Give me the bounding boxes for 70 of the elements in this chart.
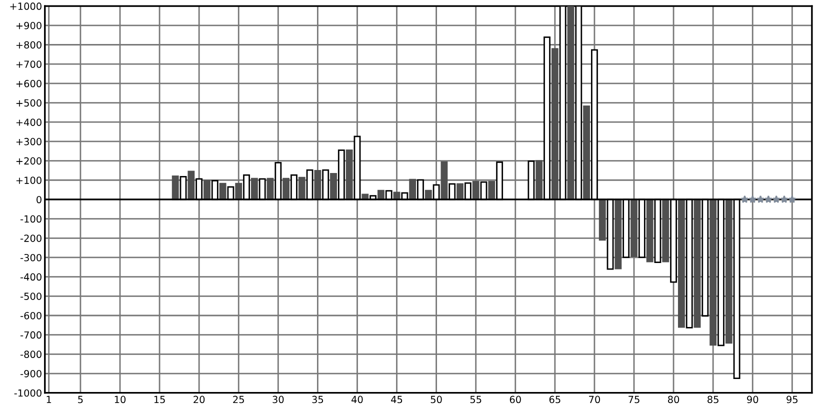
y-tick-label: -600 (20, 312, 42, 320)
bar (678, 198, 685, 328)
x-tick-label: 95 (786, 396, 798, 404)
bar (298, 176, 306, 200)
x-tick-label: 1 (46, 396, 52, 404)
x-tick-label: 5 (78, 396, 83, 404)
x-tick-label: 80 (668, 396, 680, 404)
y-tick-label: -1000 (14, 389, 42, 397)
bar (314, 170, 322, 200)
x-tick-label: 15 (154, 396, 165, 404)
y-tick-label: +1000 (10, 2, 42, 10)
bar (250, 178, 258, 200)
x-tick-label: 55 (470, 396, 482, 404)
y-tick-label: +600 (16, 80, 42, 88)
bar (282, 178, 290, 200)
y-tick-label: +800 (16, 41, 42, 49)
x-tick-label: 70 (589, 396, 600, 404)
x-tick-label: 85 (708, 396, 718, 404)
x-tick-label: 50 (430, 396, 442, 404)
x-tick-label: 30 (272, 396, 284, 404)
y-tick-label: -800 (20, 350, 42, 358)
x-tick-label: 20 (194, 396, 205, 404)
y-tick-label: -900 (20, 370, 42, 378)
x-tick-label: 65 (549, 396, 560, 404)
bar (551, 48, 558, 200)
bar (725, 198, 732, 344)
y-tick-label: +900 (16, 22, 42, 30)
x-tick-label: 10 (114, 396, 126, 404)
x-tick-label: 75 (628, 396, 640, 404)
bar (409, 178, 416, 200)
bar (456, 183, 464, 200)
bar (204, 180, 210, 200)
y-tick-label: +500 (16, 99, 42, 107)
y-tick-label: +200 (16, 157, 42, 165)
bar (440, 161, 448, 200)
bar (598, 198, 606, 241)
x-tick-label: 45 (391, 396, 402, 404)
y-tick-label: 0 (36, 196, 42, 204)
bar (694, 198, 701, 328)
bar (630, 198, 638, 258)
bar (614, 198, 622, 270)
y-tick-label: +700 (16, 60, 42, 68)
bar (662, 198, 670, 262)
bar (472, 180, 480, 200)
bar (536, 160, 543, 200)
y-tick-label: -200 (20, 234, 42, 242)
bar (346, 149, 353, 200)
y-tick-label: -300 (20, 254, 42, 262)
x-tick-label: 40 (352, 396, 363, 404)
x-tick-label: 25 (233, 396, 244, 404)
y-tick-label: +100 (16, 176, 42, 184)
bar (567, 6, 574, 200)
bar (235, 182, 242, 200)
bar (219, 182, 226, 200)
bar (330, 173, 337, 200)
bar (583, 106, 590, 200)
bar (488, 180, 496, 200)
bar (710, 198, 717, 346)
x-tick-label: 90 (747, 396, 758, 404)
bar (188, 170, 195, 200)
bar (172, 176, 179, 200)
x-tick-label: 35 (312, 396, 324, 404)
x-tick-label: 60 (510, 396, 521, 404)
y-tick-label: +300 (16, 138, 42, 146)
y-tick-label: -400 (20, 273, 42, 281)
bar (646, 198, 654, 262)
y-tick-label: -100 (20, 215, 42, 223)
y-tick-label: -500 (20, 292, 42, 300)
y-tick-label: -700 (20, 331, 42, 339)
y-tick-label: +400 (16, 118, 42, 126)
